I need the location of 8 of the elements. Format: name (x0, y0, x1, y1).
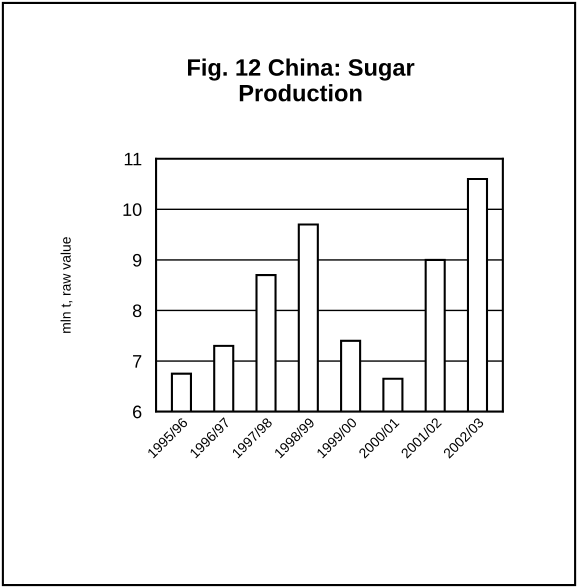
y-tick-label: 9 (132, 254, 142, 267)
y-tick-label: 8 (132, 304, 142, 318)
chart-title: Fig. 12 China: Sugar Production (188, 58, 414, 102)
y-axis-title: mln t, raw value (60, 237, 72, 333)
y-tick-label: 10 (123, 203, 142, 216)
y-tick-label: 7 (133, 355, 142, 368)
y-tick-label: 6 (133, 406, 142, 418)
y-tick-label: 11 (124, 152, 142, 166)
